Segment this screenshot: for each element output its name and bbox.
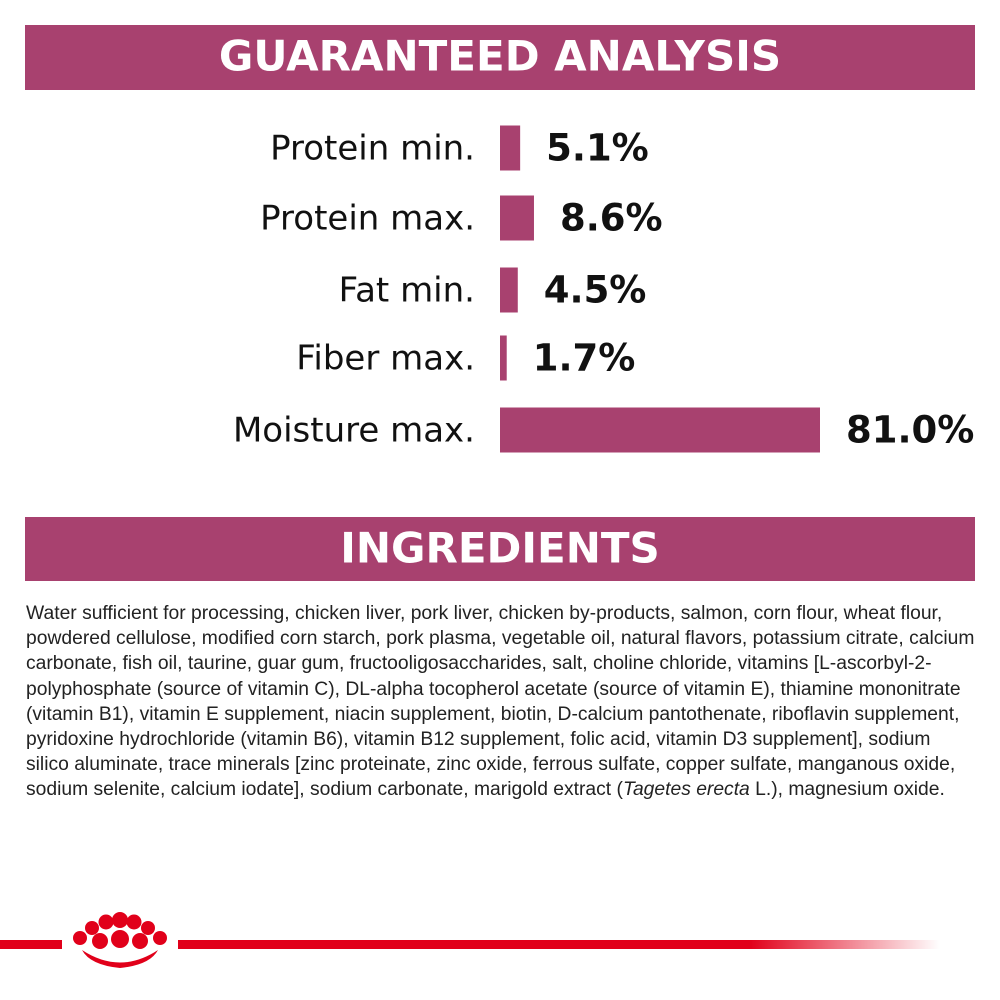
logo	[0, 912, 940, 968]
header-bar	[25, 517, 975, 581]
bar	[500, 335, 507, 381]
section-title: INGREDIENTS	[340, 524, 660, 573]
text: Tagetes erecta	[622, 779, 750, 801]
category-label: Fiber max.	[296, 339, 475, 379]
bar	[500, 267, 518, 313]
value-label: 8.6%	[560, 197, 663, 240]
bar	[500, 125, 521, 171]
value-label: 1.7%	[533, 337, 636, 380]
ingredients-text: Water sufficient for processing, chicken…	[26, 601, 978, 803]
value-label: 5.1%	[546, 127, 649, 170]
bar	[500, 407, 820, 453]
category-label: Protein min.	[270, 129, 475, 169]
text: L.), magnesium oxide.	[749, 779, 945, 801]
category-label: Fat min.	[339, 271, 475, 311]
bar	[500, 195, 534, 241]
chart-title: GUARANTEED ANALYSIS	[219, 32, 781, 81]
text: Water sufficient for processing, chicken…	[26, 603, 975, 801]
category-label: Moisture max.	[233, 411, 475, 451]
header-bar	[25, 25, 975, 90]
value-label: 4.5%	[544, 269, 647, 312]
value-label: 81.0%	[846, 409, 974, 452]
category-label: Protein max.	[260, 199, 475, 239]
